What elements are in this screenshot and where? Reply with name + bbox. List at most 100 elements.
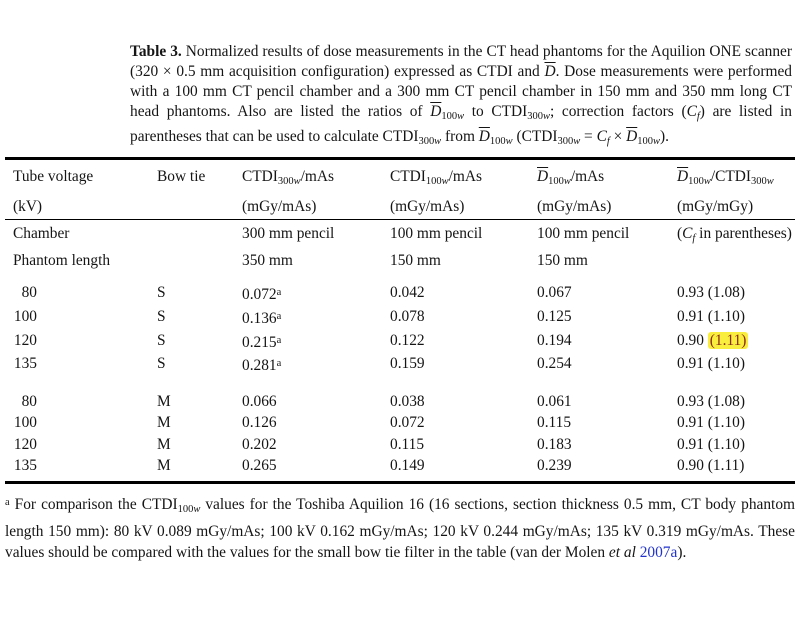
- header-cell: (mGy/mGy): [677, 194, 795, 219]
- text-segment: 0.183: [537, 435, 572, 453]
- data-cell: 0.265: [242, 455, 390, 477]
- text-segment: to CTDI: [464, 103, 528, 120]
- data-cell: S: [153, 306, 242, 330]
- bowtie-group-M: 80 M 0.066 0.038 0.061 0.93 (1.08) 100 M 0.126 0.…: [5, 391, 795, 477]
- data-cell: 0.061: [537, 391, 677, 413]
- text-segment: 0.072: [390, 414, 425, 432]
- page: Table 3. Normalized results of dose meas…: [0, 42, 800, 564]
- text-segment: 100: [548, 175, 564, 187]
- data-cell: 0.215a: [242, 330, 390, 354]
- table-top-rule: [5, 156, 795, 160]
- data-cell: 0.072: [390, 412, 537, 434]
- text-segment: 0.159: [390, 355, 425, 373]
- text-segment: (mGy/mAs): [390, 197, 465, 215]
- citation-link[interactable]: 2007a: [639, 544, 678, 562]
- info-cell: 150 mm: [390, 250, 537, 272]
- bowtie-group-S: 80 S 0.072a 0.042 0.067 0.93 (1.08) 100 S 0.136a…: [5, 282, 795, 377]
- data-cell: M: [153, 434, 242, 456]
- text-segment: /mAs: [570, 167, 605, 185]
- text-segment: 100: [637, 135, 653, 147]
- text-segment: ).: [677, 544, 687, 562]
- text-segment: 0.149: [390, 457, 425, 475]
- text-segment: 100: [425, 175, 442, 187]
- table-row: 120 M 0.202 0.115 0.183 0.91 (1.10): [5, 434, 795, 456]
- table-row: 80 M 0.066 0.038 0.061 0.93 (1.08): [5, 391, 795, 413]
- text-segment: 100: [489, 135, 506, 147]
- data-cell: 0.115: [390, 434, 537, 456]
- results-table: Tube voltage Bow tie CTDI300w/mAs CTDI100w/…: [5, 156, 795, 484]
- text-segment: w: [652, 135, 660, 147]
- text-segment: 0.038: [390, 392, 425, 410]
- data-cell: 0.038: [390, 391, 537, 413]
- info-cell: 350 mm: [242, 250, 390, 272]
- text-segment: 300: [277, 175, 294, 187]
- text-segment: 0.202: [242, 435, 277, 453]
- text-segment: 300: [557, 135, 574, 147]
- text-segment: D: [478, 127, 490, 145]
- table-header-rule: [5, 218, 795, 221]
- header-cell: (kV): [13, 194, 153, 219]
- text-segment: S: [157, 331, 166, 349]
- text-segment: w: [703, 175, 711, 187]
- text-segment: 0.239: [537, 457, 572, 475]
- text-segment: Table 3.: [130, 43, 182, 60]
- table-info-rows: Chamber 300 mm pencil 100 mm pencil 100 mm …: [5, 220, 795, 272]
- info-cell: Chamber: [13, 223, 153, 250]
- data-cell: 0.91 (1.10): [677, 353, 795, 377]
- table-row: 135 S 0.281a 0.159 0.254 0.91 (1.10): [5, 353, 795, 377]
- text-segment: ) are listed in parentheses that can be …: [130, 103, 792, 145]
- data-cell: 0.067: [537, 282, 677, 306]
- table-footnote: a For comparison the CTDI100w values for…: [5, 492, 795, 564]
- data-cell: 0.078: [390, 306, 537, 330]
- text-segment: a: [276, 334, 282, 346]
- data-cell: 80: [13, 391, 153, 413]
- text-segment: Phantom length: [13, 252, 111, 270]
- text-segment: D: [537, 167, 549, 185]
- text-segment: (mGy/mAs): [537, 197, 612, 215]
- text-segment: w: [573, 135, 581, 147]
- header-cell: D100w/mAs: [537, 164, 677, 194]
- text-segment: 100: [13, 414, 37, 432]
- text-segment: from: [441, 127, 479, 145]
- text-segment: S: [157, 355, 166, 373]
- data-cell: 0.066: [242, 391, 390, 413]
- text-segment: Normalized results of dose measurements …: [130, 43, 792, 80]
- data-cell: 0.159: [390, 353, 537, 377]
- info-cell: 100 mm pencil: [537, 223, 677, 250]
- data-cell: 0.91 (1.10): [677, 434, 795, 456]
- data-cell: M: [153, 412, 242, 434]
- text-segment: 0.115: [537, 414, 572, 432]
- text-segment: 0.067: [537, 284, 572, 302]
- text-segment: a: [276, 287, 282, 299]
- text-segment: 0.042: [390, 284, 425, 302]
- data-cell: 0.91 (1.10): [677, 306, 795, 330]
- data-cell: 0.149: [390, 455, 537, 477]
- text-segment: 100: [177, 504, 194, 516]
- table-body: 80 S 0.072a 0.042 0.067 0.93 (1.08) 100 S 0.136a…: [5, 282, 795, 481]
- text-segment: D: [626, 127, 638, 145]
- text-segment: S: [157, 284, 166, 302]
- text-segment: w: [766, 175, 774, 187]
- text-segment: 120: [13, 331, 37, 349]
- info-cell: [677, 250, 795, 272]
- data-cell: S: [153, 330, 242, 354]
- text-segment: f: [692, 233, 696, 245]
- text-segment: 100: [688, 175, 704, 187]
- text-segment: D: [544, 63, 556, 80]
- data-cell: 0.072a: [242, 282, 390, 306]
- data-cell: 0.90 (1.11): [677, 455, 795, 477]
- text-segment: 300: [527, 110, 543, 122]
- data-cell: 0.202: [242, 434, 390, 456]
- text-segment: 100 mm pencil: [390, 225, 483, 243]
- header-row: (kV) (mGy/mAs) (mGy/mAs) (mGy/mAs) (mGy/mGy): [5, 194, 795, 219]
- text-segment: 0.061: [537, 392, 572, 410]
- text-segment: 0.265: [242, 457, 277, 475]
- text-segment: w: [441, 175, 449, 187]
- header-cell: (mGy/mAs): [390, 194, 537, 219]
- info-cell: (Cf in parentheses): [677, 223, 795, 250]
- text-segment: M: [157, 435, 171, 453]
- text-segment: (kV): [13, 197, 43, 215]
- text-segment: 100: [13, 307, 37, 325]
- text-segment: 0.91 (1.10): [677, 355, 745, 373]
- data-cell: 120: [13, 330, 153, 354]
